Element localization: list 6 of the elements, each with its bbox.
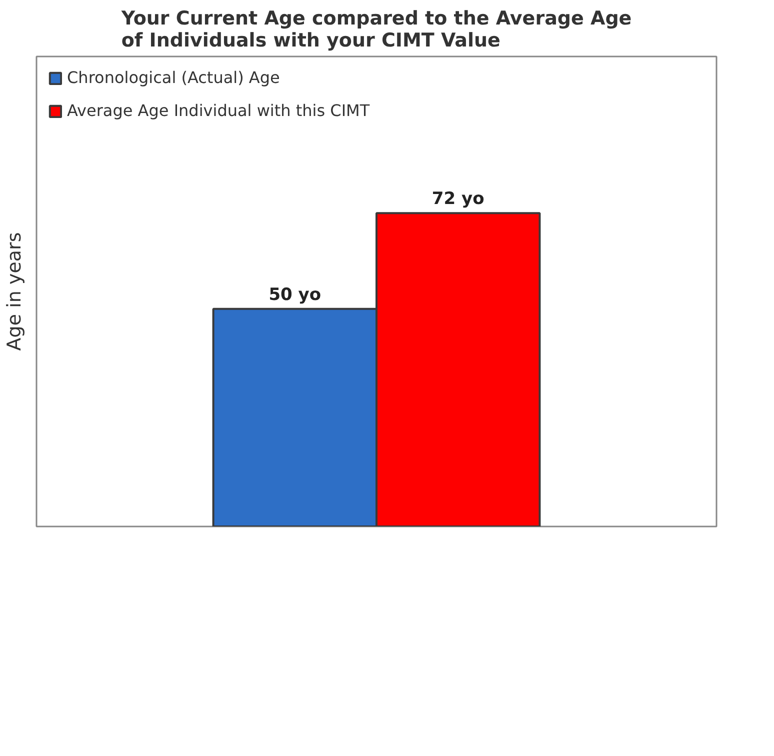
legend-label: Average Age Individual with this CIMT xyxy=(67,101,370,120)
chart-title: Your Current Age compared to the Average Age of Individuals with your CIMT Value xyxy=(120,8,632,52)
data-label: 72 yo xyxy=(432,189,484,210)
y-axis-title: Age in years xyxy=(4,232,26,351)
data-label: 50 yo xyxy=(268,284,322,305)
legend-label: Chronological (Actual) Age xyxy=(67,68,280,87)
